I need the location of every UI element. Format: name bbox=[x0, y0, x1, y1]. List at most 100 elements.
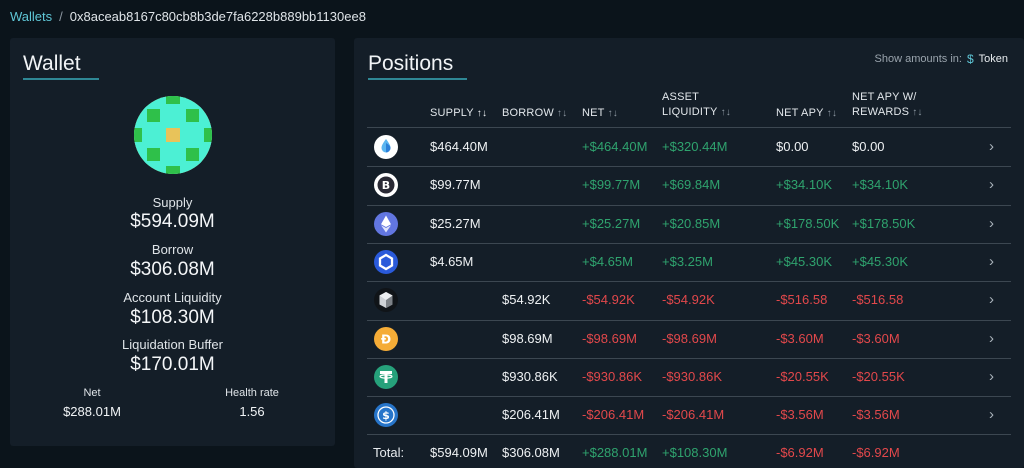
cell-net-apy: -$3.60M bbox=[776, 330, 824, 346]
wallet-panel: Wallet Supply $594.09M Borrow bbox=[10, 38, 335, 446]
chevron-right-icon[interactable]: › bbox=[989, 406, 994, 424]
cell-asset-liquidity: +$20.85M bbox=[662, 215, 721, 231]
table-row[interactable]: $25.27M +$25.27M +$20.85M +$178.50K +$178.50… bbox=[367, 205, 1011, 243]
total-supply: $594.09M bbox=[430, 445, 488, 460]
header-divider bbox=[367, 127, 1011, 128]
cell-borrow: $930.86K bbox=[502, 368, 558, 384]
total-net: +$288.01M bbox=[582, 445, 648, 460]
header-net-apy[interactable]: NET APY ↑↓ bbox=[776, 106, 837, 121]
total-row: Total: $594.09M $306.08M +$288.01M +$108… bbox=[367, 434, 1011, 468]
row-divider bbox=[367, 319, 1011, 321]
breadcrumb-wallets-link[interactable]: Wallets bbox=[10, 8, 53, 24]
cell-net-apy: +$45.30K bbox=[776, 253, 833, 269]
table-row[interactable]: $4.65M +$4.65M +$3.25M +$45.30K +$45.30K › bbox=[367, 243, 1011, 281]
sort-icon[interactable]: ↑↓ bbox=[912, 107, 923, 118]
cell-asset-liquidity: -$54.92K bbox=[662, 292, 715, 308]
cell-net-apy: $0.00 bbox=[776, 139, 809, 154]
header-supply-label: SUPPLY bbox=[430, 107, 474, 119]
breadcrumb-current-address: 0x8aceab8167c80cb8b3de7fa6228b889bb1130e… bbox=[69, 8, 366, 24]
cell-net: -$930.86K bbox=[582, 368, 642, 384]
wallet-title: Wallet bbox=[23, 52, 81, 75]
total-liquidity: +$108.30M bbox=[662, 445, 728, 460]
header-borrow[interactable]: BORROW ↑↓ bbox=[502, 106, 567, 121]
sort-icon[interactable]: ↑↓ bbox=[826, 108, 838, 119]
header-borrow-label: BORROW bbox=[502, 107, 554, 119]
account-liquidity-label: Account Liquidity bbox=[123, 290, 222, 305]
positions-title-underline bbox=[368, 78, 467, 80]
show-amounts-label: Show amounts in: bbox=[874, 53, 962, 65]
chainlink-icon bbox=[374, 249, 398, 274]
table-row[interactable]: $ $206.41M -$206.41M -$206.41M -$3.56M -$3.56… bbox=[367, 396, 1011, 434]
header-net-apy-rewards[interactable]: NET APY W/ REWARDS ↑↓ bbox=[852, 90, 923, 120]
liquidation-buffer-value: $170.01M bbox=[130, 354, 215, 375]
chevron-right-icon[interactable]: › bbox=[989, 176, 994, 194]
chevron-right-icon[interactable]: › bbox=[989, 329, 994, 347]
header-net[interactable]: NET ↑↓ bbox=[582, 106, 618, 121]
cell-net: -$206.41M bbox=[582, 407, 645, 423]
cell-supply: $4.65M bbox=[430, 253, 474, 269]
cell-net: -$98.69M bbox=[582, 330, 637, 346]
cube-token-icon bbox=[374, 288, 398, 313]
breadcrumb-separator: / bbox=[59, 8, 63, 24]
positions-title: Positions bbox=[368, 52, 454, 75]
sort-icon[interactable]: ↑↓ bbox=[720, 107, 731, 118]
cell-net-apy-rewards: -$20.55K bbox=[852, 368, 905, 384]
cell-net-apy-rewards: +$45.30K bbox=[852, 253, 909, 269]
supply-value: $594.09M bbox=[130, 211, 215, 232]
header-net-apy-rewards-line1: NET APY W/ bbox=[852, 91, 917, 103]
sort-icon[interactable]: ↑↓ bbox=[556, 108, 568, 119]
row-divider bbox=[367, 357, 1011, 359]
chevron-right-icon[interactable]: › bbox=[989, 367, 994, 385]
sort-icon[interactable]: ↑↓ bbox=[476, 108, 488, 119]
cell-asset-liquidity: +$69.84M bbox=[662, 177, 721, 193]
row-divider bbox=[367, 396, 1011, 398]
cell-net-apy: -$516.58 bbox=[776, 292, 828, 308]
account-liquidity-value: $108.30M bbox=[130, 307, 215, 328]
table-row[interactable]: Đ $98.69M -$98.69M -$98.69M -$3.60M -$3.60M › bbox=[367, 320, 1011, 358]
eth-drop-icon bbox=[374, 135, 398, 159]
table-row[interactable]: $464.40M +$464.40M +$320.44M $0.00 $0.00 › bbox=[367, 128, 1011, 166]
chevron-right-icon[interactable]: › bbox=[989, 138, 994, 155]
borrow-label: Borrow bbox=[151, 242, 194, 257]
ethereum-icon bbox=[374, 211, 398, 236]
wallet-avatar bbox=[134, 96, 212, 174]
sort-icon[interactable]: ↑↓ bbox=[607, 108, 619, 119]
chevron-right-icon[interactable]: › bbox=[989, 252, 994, 270]
positions-panel: Positions Show amounts in: $ Token SUPPL… bbox=[354, 38, 1024, 468]
row-divider bbox=[367, 204, 1011, 206]
row-divider bbox=[367, 434, 1011, 436]
table-row[interactable]: $54.92K -$54.92K -$54.92K -$516.58 -$516.58 › bbox=[367, 281, 1011, 319]
cell-net-apy: -$3.56M bbox=[776, 407, 824, 423]
chevron-right-icon[interactable]: › bbox=[989, 214, 994, 232]
net-value: $288.01M bbox=[63, 404, 121, 419]
cell-net: -$54.92K bbox=[582, 292, 635, 308]
wallet-title-underline bbox=[23, 78, 99, 80]
cell-asset-liquidity: +$320.44M bbox=[662, 139, 728, 154]
header-net-apy-label: NET APY bbox=[776, 107, 824, 119]
cell-supply: $464.40M bbox=[430, 139, 488, 154]
cell-net-apy-rewards: $0.00 bbox=[852, 139, 885, 154]
cell-net: +$99.77M bbox=[582, 177, 641, 193]
cell-net: +$25.27M bbox=[582, 215, 641, 231]
health-rate-label: Health rate bbox=[225, 387, 279, 399]
token-option[interactable]: Token bbox=[978, 53, 1008, 65]
cell-supply: $25.27M bbox=[430, 215, 481, 231]
table-row[interactable]: $930.86K -$930.86K -$930.86K -$20.55K -$20.5… bbox=[367, 358, 1011, 396]
header-supply[interactable]: SUPPLY ↑↓ bbox=[430, 106, 487, 121]
total-label: Total: bbox=[373, 445, 405, 460]
cell-net-apy: +$34.10K bbox=[776, 177, 833, 193]
cell-net-apy-rewards: +$178.50K bbox=[852, 215, 916, 231]
cell-net-apy: -$20.55K bbox=[776, 368, 829, 384]
cell-supply: $99.77M bbox=[430, 177, 481, 193]
cell-net-apy-rewards: +$34.10K bbox=[852, 177, 909, 193]
header-asset-liquidity[interactable]: ASSET LIQUIDITY ↑↓ bbox=[662, 90, 731, 120]
header-net-apy-rewards-line2: REWARDS bbox=[852, 106, 910, 118]
amounts-toggle[interactable]: Show amounts in: $ Token bbox=[875, 52, 1008, 66]
dollar-icon[interactable]: $ bbox=[966, 52, 974, 66]
supply-label: Supply bbox=[152, 195, 193, 210]
header-asset-liquidity-line2: LIQUIDITY bbox=[662, 106, 718, 118]
chevron-right-icon[interactable]: › bbox=[989, 291, 994, 309]
table-row[interactable]: B $99.77M +$99.77M +$69.84M +$34.10K +$34.10K… bbox=[367, 166, 1011, 204]
usdc-icon: $ bbox=[374, 403, 398, 428]
cell-asset-liquidity: -$98.69M bbox=[662, 330, 717, 346]
